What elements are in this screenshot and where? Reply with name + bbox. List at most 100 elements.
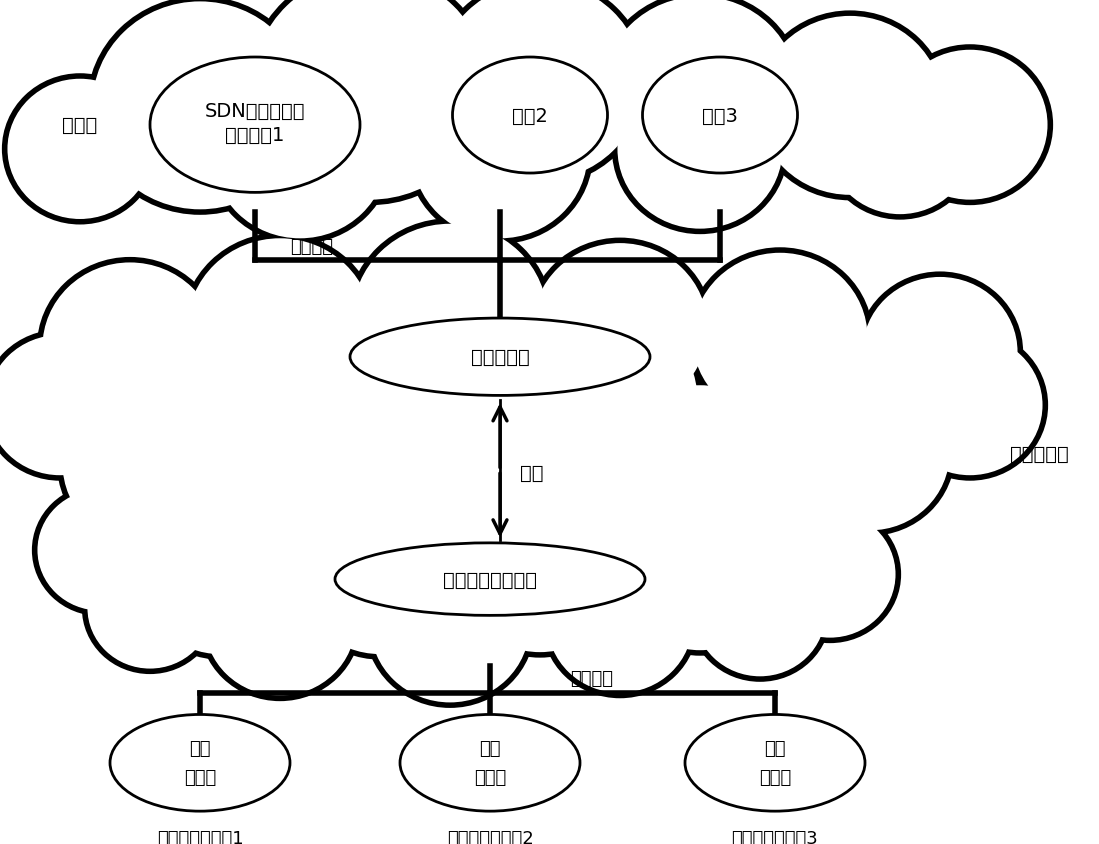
Text: 全局流表与转发表: 全局流表与转发表 xyxy=(443,570,537,589)
Ellipse shape xyxy=(335,544,645,615)
Circle shape xyxy=(298,297,502,495)
Text: 构建算法1: 构建算法1 xyxy=(225,126,285,144)
Circle shape xyxy=(547,553,692,693)
Text: 交换网络: 交换网络 xyxy=(570,669,613,688)
Circle shape xyxy=(0,336,133,476)
Circle shape xyxy=(122,454,278,604)
Circle shape xyxy=(368,547,532,705)
Circle shape xyxy=(704,309,895,493)
Ellipse shape xyxy=(110,715,290,811)
Text: 流表: 流表 xyxy=(189,739,211,757)
Circle shape xyxy=(545,550,695,695)
Circle shape xyxy=(615,68,785,232)
Circle shape xyxy=(43,263,218,432)
Circle shape xyxy=(622,502,778,652)
Text: 数据面转发设备2: 数据面转发设备2 xyxy=(446,829,533,844)
Text: 流表: 流表 xyxy=(764,739,786,757)
Circle shape xyxy=(298,495,463,654)
Text: 算批2: 算批2 xyxy=(512,106,548,126)
Circle shape xyxy=(90,0,310,213)
Circle shape xyxy=(267,437,433,597)
Text: 数据面转发设备3: 数据面转发设备3 xyxy=(732,829,819,844)
Circle shape xyxy=(5,78,155,222)
Circle shape xyxy=(253,0,488,200)
Circle shape xyxy=(88,548,212,668)
Circle shape xyxy=(210,68,390,241)
Circle shape xyxy=(353,225,547,413)
Text: 转换: 转换 xyxy=(520,463,544,483)
Circle shape xyxy=(143,505,298,654)
Circle shape xyxy=(500,304,700,497)
Circle shape xyxy=(861,275,1020,430)
Circle shape xyxy=(410,68,590,241)
Circle shape xyxy=(265,435,435,598)
Circle shape xyxy=(828,75,973,215)
Circle shape xyxy=(85,545,215,671)
Circle shape xyxy=(533,244,708,413)
Circle shape xyxy=(895,333,1045,478)
Circle shape xyxy=(570,444,730,598)
Circle shape xyxy=(765,511,896,638)
Circle shape xyxy=(349,222,550,415)
Circle shape xyxy=(455,490,625,655)
Circle shape xyxy=(790,377,950,531)
Ellipse shape xyxy=(400,715,580,811)
Circle shape xyxy=(140,502,300,657)
Circle shape xyxy=(0,333,135,478)
Circle shape xyxy=(692,253,867,423)
Circle shape xyxy=(235,381,425,565)
Text: 转发表: 转发表 xyxy=(184,768,217,787)
Circle shape xyxy=(63,379,237,548)
Circle shape xyxy=(692,548,828,679)
Circle shape xyxy=(825,73,975,217)
Circle shape xyxy=(892,51,1047,200)
Circle shape xyxy=(185,236,375,420)
Circle shape xyxy=(890,48,1050,203)
Circle shape xyxy=(370,549,530,702)
Circle shape xyxy=(92,3,308,210)
Circle shape xyxy=(618,70,782,230)
Circle shape xyxy=(412,70,588,239)
Circle shape xyxy=(35,488,165,614)
Text: 转发表: 转发表 xyxy=(474,768,507,787)
Circle shape xyxy=(428,384,612,563)
Circle shape xyxy=(863,278,1018,427)
Circle shape xyxy=(602,0,798,186)
Circle shape xyxy=(690,251,870,425)
Circle shape xyxy=(202,548,358,698)
Circle shape xyxy=(757,17,943,196)
Circle shape xyxy=(212,70,388,239)
Circle shape xyxy=(695,550,825,677)
Circle shape xyxy=(8,79,153,219)
Text: 分布式: 分布式 xyxy=(63,116,98,135)
Ellipse shape xyxy=(685,715,865,811)
Circle shape xyxy=(415,430,585,594)
Circle shape xyxy=(612,383,788,554)
Circle shape xyxy=(624,505,776,651)
Ellipse shape xyxy=(149,58,360,193)
Circle shape xyxy=(435,0,645,183)
Circle shape xyxy=(295,493,465,657)
Circle shape xyxy=(600,0,800,188)
Circle shape xyxy=(708,311,892,490)
Circle shape xyxy=(708,467,852,605)
Ellipse shape xyxy=(349,319,650,396)
Text: 流表: 流表 xyxy=(479,739,501,757)
Circle shape xyxy=(60,376,240,550)
Circle shape xyxy=(573,446,728,597)
Circle shape xyxy=(457,493,622,652)
Circle shape xyxy=(710,468,850,603)
Text: 全局映射表: 全局映射表 xyxy=(470,348,530,367)
Circle shape xyxy=(502,306,698,495)
Circle shape xyxy=(898,336,1043,476)
Circle shape xyxy=(249,0,490,203)
Circle shape xyxy=(295,295,506,497)
Circle shape xyxy=(120,452,280,607)
Circle shape xyxy=(788,375,952,533)
Text: 转发表: 转发表 xyxy=(759,768,791,787)
Circle shape xyxy=(418,432,582,592)
Circle shape xyxy=(188,239,373,418)
Circle shape xyxy=(40,261,220,435)
Text: SDN服务承载网: SDN服务承载网 xyxy=(204,101,306,121)
Circle shape xyxy=(530,241,710,415)
